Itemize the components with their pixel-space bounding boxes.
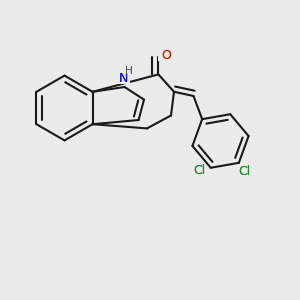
- FancyBboxPatch shape: [116, 73, 130, 84]
- Text: N: N: [118, 72, 128, 85]
- FancyBboxPatch shape: [158, 50, 173, 61]
- Text: O: O: [161, 49, 171, 62]
- Text: Cl: Cl: [193, 164, 206, 177]
- FancyBboxPatch shape: [237, 167, 252, 177]
- FancyBboxPatch shape: [192, 165, 207, 176]
- Text: O: O: [161, 49, 171, 62]
- Text: H: H: [125, 66, 133, 76]
- Text: H: H: [125, 65, 133, 76]
- Text: Cl: Cl: [238, 165, 250, 178]
- Text: N: N: [118, 72, 128, 85]
- Text: Cl: Cl: [238, 165, 250, 178]
- Text: Cl: Cl: [193, 164, 206, 177]
